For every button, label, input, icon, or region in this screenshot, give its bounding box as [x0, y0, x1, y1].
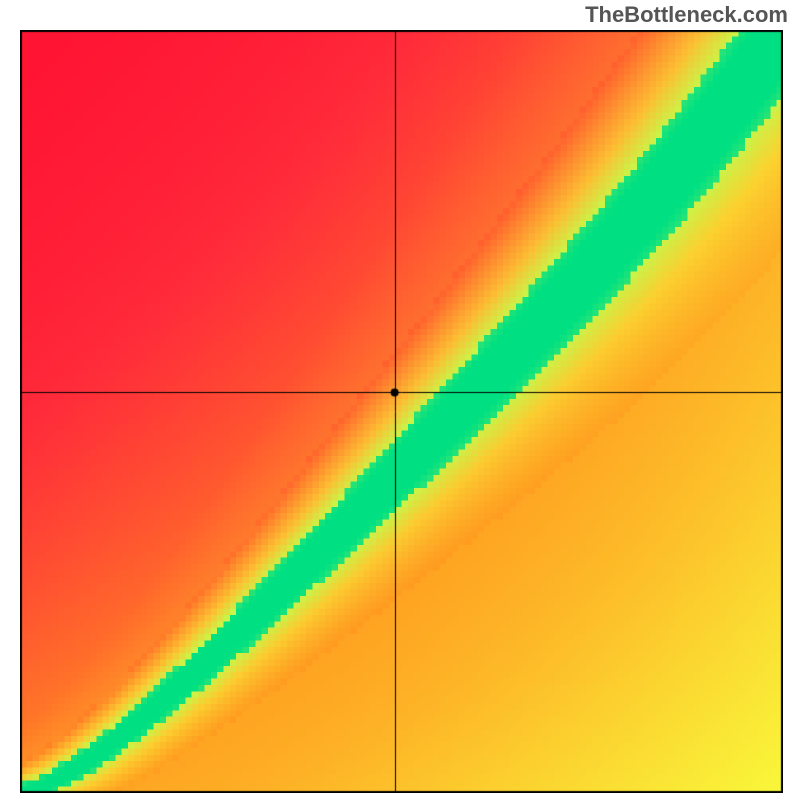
watermark-text: TheBottleneck.com [585, 2, 788, 28]
chart-container: TheBottleneck.com [0, 0, 800, 800]
overlay-canvas [20, 30, 783, 793]
